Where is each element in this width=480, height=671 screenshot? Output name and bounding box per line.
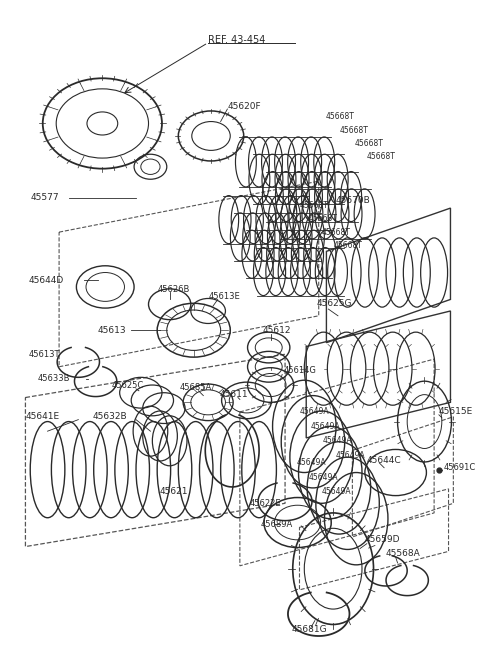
Text: 45670B: 45670B <box>336 196 371 205</box>
Text: 45620F: 45620F <box>228 101 261 111</box>
Text: 45659D: 45659D <box>365 535 400 544</box>
Text: 45691C: 45691C <box>444 463 476 472</box>
Text: 45625G: 45625G <box>317 299 352 308</box>
Text: 45668T: 45668T <box>340 125 369 135</box>
Text: 45649A: 45649A <box>297 458 326 468</box>
Text: 45668T: 45668T <box>309 214 338 223</box>
Text: 45611: 45611 <box>220 390 248 399</box>
Text: 45649A: 45649A <box>311 422 341 431</box>
Text: 45613E: 45613E <box>208 292 240 301</box>
Text: 45632B: 45632B <box>93 412 127 421</box>
Text: 45668T: 45668T <box>322 227 350 237</box>
Text: 45668T: 45668T <box>300 201 328 210</box>
Text: 45649A: 45649A <box>300 407 329 417</box>
Text: 45621: 45621 <box>160 487 189 497</box>
Text: 45625C: 45625C <box>112 382 144 391</box>
Text: 45649A: 45649A <box>323 436 352 446</box>
Text: REF. 43-454: REF. 43-454 <box>208 35 265 45</box>
Text: 45613: 45613 <box>97 325 126 335</box>
Text: 45681G: 45681G <box>292 625 327 634</box>
Text: 45612: 45612 <box>263 325 291 335</box>
Text: 45649A: 45649A <box>309 473 339 482</box>
Text: 45668T: 45668T <box>354 139 383 148</box>
Text: 45668T: 45668T <box>333 241 362 250</box>
Text: 45622E: 45622E <box>250 499 281 508</box>
Text: 45626B: 45626B <box>157 285 190 295</box>
Text: 45568A: 45568A <box>386 549 421 558</box>
Text: 45615E: 45615E <box>439 407 473 417</box>
Text: 45613T: 45613T <box>28 350 60 359</box>
Text: 45577: 45577 <box>30 193 59 202</box>
Text: 45668T: 45668T <box>367 152 396 160</box>
Text: 45614G: 45614G <box>283 366 316 375</box>
Text: 45633B: 45633B <box>38 374 71 382</box>
Text: 45649A: 45649A <box>336 451 366 460</box>
Text: 45668T: 45668T <box>325 112 354 121</box>
Text: 45689A: 45689A <box>261 520 293 529</box>
Text: 45641E: 45641E <box>25 412 60 421</box>
Text: 45644C: 45644C <box>367 456 401 464</box>
Text: 45644D: 45644D <box>28 276 63 285</box>
Text: 45649A: 45649A <box>322 487 351 497</box>
Text: 45685A: 45685A <box>180 383 212 393</box>
